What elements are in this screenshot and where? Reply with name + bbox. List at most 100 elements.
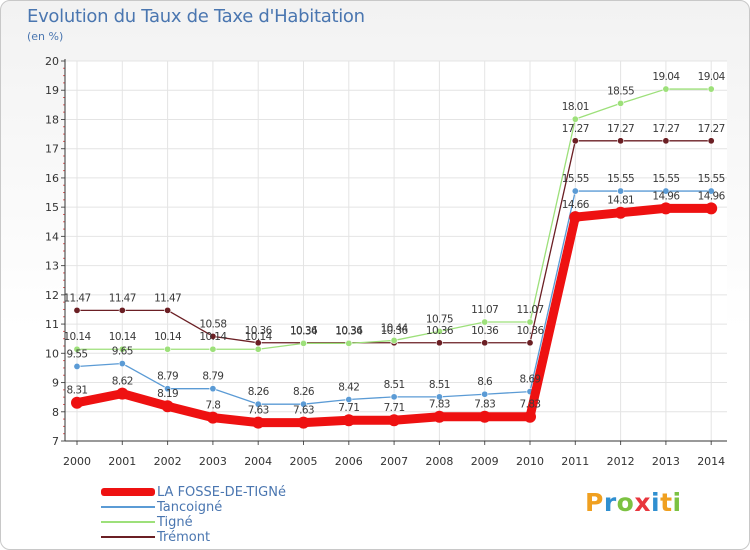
x-tick-label: 2000 (63, 455, 91, 468)
logo-letter: t (660, 488, 673, 517)
data-point-tr-mont (164, 306, 172, 314)
x-tick-label: 2001 (108, 455, 136, 468)
data-label-tr-mont: 11.47 (154, 292, 181, 304)
data-point-tign (209, 345, 217, 353)
data-point-la-fosse-de-tign (252, 416, 265, 429)
data-label-tr-mont: 10.36 (516, 325, 544, 337)
data-point-la-fosse-de-tign (342, 414, 355, 427)
data-label-tign: 11.07 (516, 304, 543, 316)
y-tick-label: 9 (52, 377, 59, 390)
x-tick-label: 2011 (561, 455, 589, 468)
data-point-tancoign (345, 395, 353, 403)
logo-letter: i (672, 488, 682, 517)
data-label-tign: 10.44 (381, 322, 409, 334)
data-label-la-fosse-de-tign: 8.31 (67, 385, 88, 397)
y-tick-label: 12 (45, 289, 59, 302)
legend-swatch-tancoigne (101, 506, 155, 508)
data-label-tr-mont: 11.47 (109, 292, 136, 304)
data-label-tancoign: 9.65 (112, 346, 133, 358)
data-label-la-fosse-de-tign: 7.83 (474, 399, 495, 411)
data-label-tancoign: 8.79 (202, 371, 223, 383)
data-label-tign: 10.14 (199, 331, 227, 343)
data-label-la-fosse-de-tign: 7.71 (384, 402, 405, 414)
data-point-tancoign (73, 362, 81, 370)
data-label-tr-mont: 17.27 (652, 123, 679, 135)
x-tick-label: 2003 (199, 455, 227, 468)
data-label-la-fosse-de-tign: 14.96 (698, 190, 726, 202)
data-point-la-fosse-de-tign (614, 206, 627, 219)
y-tick-label: 20 (45, 55, 59, 68)
x-tick-label: 2009 (471, 455, 499, 468)
y-tick-label: 10 (45, 347, 59, 360)
data-label-tr-mont: 17.27 (562, 123, 589, 135)
data-label-tr-mont: 10.36 (245, 325, 273, 337)
data-label-tancoign: 8.26 (293, 386, 315, 398)
x-tick-label: 2008 (425, 455, 453, 468)
data-label-la-fosse-de-tign: 7.63 (293, 405, 314, 417)
data-point-tancoign (435, 393, 443, 401)
data-label-la-fosse-de-tign: 7.8 (205, 400, 220, 412)
data-label-tign: 10.14 (63, 331, 91, 343)
data-label-tancoign: 8.51 (429, 379, 450, 391)
legend-label-tremont: Trémont (157, 530, 211, 545)
data-point-tr-mont (209, 332, 217, 340)
data-label-tancoign: 15.55 (698, 173, 725, 185)
data-label-tign: 10.14 (245, 331, 273, 343)
data-label-tancoign: 8.79 (157, 371, 178, 383)
x-tick-label: 2002 (154, 455, 182, 468)
data-point-la-fosse-de-tign (297, 416, 310, 429)
data-point-tancoign (662, 187, 670, 195)
data-label-tign: 10.34 (335, 325, 363, 337)
x-tick-label: 2004 (244, 455, 272, 468)
legend-label-tigne: Tigné (157, 515, 193, 530)
plot-area (65, 61, 727, 441)
y-tick-label: 18 (45, 113, 59, 126)
data-point-tign (390, 336, 398, 344)
data-point-tign (345, 339, 353, 347)
data-point-tancoign (254, 400, 262, 408)
x-tick-label: 2010 (516, 455, 544, 468)
data-label-tign: 10.14 (154, 331, 182, 343)
data-point-tancoign (209, 385, 217, 393)
data-point-la-fosse-de-tign (524, 410, 536, 423)
logo-letter: o (616, 488, 635, 517)
data-label-tancoign: 15.55 (652, 173, 679, 185)
data-label-tr-mont: 10.36 (471, 325, 499, 337)
chart-title: Evolution du Taux de Taxe d'Habitation (27, 6, 365, 27)
data-point-tign (707, 85, 715, 93)
y-tick-label: 19 (45, 84, 59, 97)
data-label-tancoign: 8.69 (520, 374, 541, 386)
data-label-tign: 19.04 (698, 71, 726, 83)
x-tick-label: 2006 (335, 455, 363, 468)
data-point-la-fosse-de-tign (71, 396, 83, 409)
series-la-fosse-de-tign (71, 202, 718, 429)
data-label-tign: 10.14 (109, 331, 137, 343)
data-label-la-fosse-de-tign: 14.96 (652, 190, 680, 202)
data-point-la-fosse-de-tign (569, 211, 582, 224)
data-label-tr-mont: 11.47 (63, 292, 90, 304)
data-point-la-fosse-de-tign (705, 202, 718, 215)
data-point-tign (254, 345, 262, 353)
data-point-tign (164, 345, 172, 353)
proxiti-logo: Proxiti (585, 488, 682, 517)
data-label-la-fosse-de-tign: 7.71 (338, 402, 359, 414)
x-tick-label: 2007 (380, 455, 408, 468)
data-label-tancoign: 8.51 (384, 379, 405, 391)
y-tick-label: 11 (45, 318, 59, 331)
logo-letter: P (585, 488, 604, 517)
logo-letter: r (603, 488, 617, 517)
data-point-tr-mont (481, 339, 489, 347)
series-tancoign (73, 187, 715, 408)
data-label-tr-mont: 10.36 (426, 325, 454, 337)
data-label-tancoign: 15.55 (607, 173, 634, 185)
legend-label-la-fosse: LA FOSSE-DE-TIGNé (157, 485, 286, 500)
data-point-tancoign (164, 385, 172, 393)
x-tick-label: 2013 (652, 455, 680, 468)
data-label-la-fosse-de-tign: 14.81 (607, 195, 634, 207)
data-point-tign (571, 115, 579, 123)
y-tick-label: 17 (45, 143, 59, 156)
data-label-la-fosse-de-tign: 7.83 (429, 399, 450, 411)
data-point-tancoign (617, 187, 625, 195)
data-point-tign (299, 339, 307, 347)
data-label-la-fosse-de-tign: 7.83 (520, 399, 541, 411)
